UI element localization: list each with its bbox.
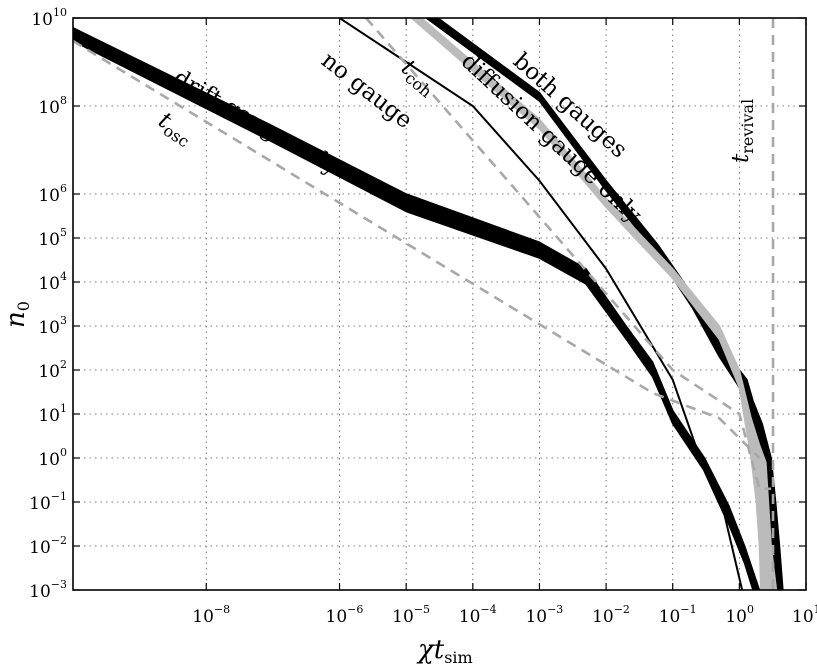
y-tick-label: 100 — [38, 446, 67, 470]
x-tick-label: 10−8 — [192, 603, 230, 627]
annotation-t-revival: trevival — [728, 99, 757, 163]
y-tick-label-base: 10 — [29, 538, 51, 558]
ticks — [73, 17, 807, 591]
x-tick-label: 10−5 — [392, 603, 430, 627]
x-tick-label-base: 10 — [525, 607, 547, 627]
y-tick-label-exp: 2 — [60, 358, 67, 371]
y-tick-label: 102 — [38, 358, 67, 382]
y-tick-label-exp: −1 — [51, 490, 67, 503]
y-tick-label-exp: 0 — [60, 446, 67, 459]
y-tick-label-base: 10 — [38, 318, 60, 338]
x-tick-label: 10−6 — [326, 603, 364, 627]
y-tick-label: 103 — [38, 314, 67, 338]
y-tick-label-base: 10 — [29, 494, 51, 514]
x-tick-label-base: 10 — [659, 607, 681, 627]
y-tick-label-exp: −2 — [51, 534, 67, 547]
y-tick-label-exp: 4 — [60, 270, 67, 283]
x-tick-label-base: 10 — [725, 607, 747, 627]
x-tick-label: 10−2 — [592, 603, 630, 627]
dashed-line-t-coh — [365, 18, 772, 491]
y-tick-label: 10−2 — [29, 534, 67, 558]
x-tick-label-exp: −5 — [414, 603, 430, 616]
bands — [73, 18, 784, 590]
y-tick-label-exp: 1 — [60, 402, 67, 415]
x-tick-label: 101 — [792, 603, 817, 627]
x-tick-label-base: 10 — [392, 607, 414, 627]
y-tick-label-exp: 3 — [60, 314, 67, 327]
x-tick-label-base: 10 — [592, 607, 614, 627]
y-tick-label: 10−1 — [29, 490, 67, 514]
y-tick-label: 101 — [38, 402, 67, 426]
y-tick-label-base: 10 — [38, 186, 60, 206]
y-tick-label-exp: 6 — [60, 182, 67, 195]
line-no-gauge — [338, 18, 744, 590]
y-tick-label: 10−3 — [29, 578, 67, 602]
y-tick-label-base: 10 — [38, 230, 60, 250]
band-drift-gauge-only — [73, 27, 761, 590]
x-tick-label-exp: 1 — [814, 603, 817, 616]
y-tick-label-base: 10 — [31, 10, 53, 30]
y-tick-label-exp: 8 — [60, 94, 67, 107]
y-tick-label-base: 10 — [38, 362, 60, 382]
y-tick-label: 106 — [38, 182, 67, 206]
x-tick-label-base: 10 — [792, 607, 814, 627]
y-tick-label-exp: 10 — [53, 6, 67, 19]
y-tick-label: 104 — [38, 270, 67, 294]
x-tick-label-exp: −8 — [214, 603, 230, 616]
x-tick-label: 10−3 — [525, 603, 563, 627]
x-tick-label-exp: −1 — [680, 603, 696, 616]
x-tick-label-exp: −6 — [347, 603, 363, 616]
x-tick-label-base: 10 — [192, 607, 214, 627]
x-tick-label-exp: −4 — [480, 603, 496, 616]
y-tick-label: 1010 — [31, 6, 67, 30]
x-tick-label: 10−4 — [459, 603, 497, 627]
x-tick-label-exp: 0 — [747, 603, 754, 616]
y-tick-label-base: 10 — [38, 274, 60, 294]
y-tick-label-base: 10 — [29, 582, 51, 602]
y-tick-label-exp: 5 — [60, 226, 67, 239]
lines — [73, 18, 775, 590]
y-tick-label-base: 10 — [38, 406, 60, 426]
band-diffusion-gauge-only — [410, 18, 778, 590]
x-tick-label-exp: −2 — [614, 603, 630, 616]
y-tick-label-base: 10 — [38, 450, 60, 470]
x-tick-label-exp: −3 — [547, 603, 563, 616]
y-axis-label: n0 — [1, 301, 33, 328]
y-tick-label-exp: −3 — [51, 578, 67, 591]
tick-labels: 10−810−610−510−410−310−210−1100101101010… — [29, 6, 817, 627]
x-tick-label-base: 10 — [459, 607, 481, 627]
x-axis-label: χtsim — [416, 635, 473, 667]
plot-frame — [72, 17, 807, 591]
x-tick-label: 100 — [725, 603, 754, 627]
x-tick-label-base: 10 — [326, 607, 348, 627]
y-tick-label-base: 10 — [38, 98, 60, 118]
x-tick-label: 10−1 — [659, 603, 697, 627]
y-tick-label: 105 — [38, 226, 67, 250]
y-tick-label: 108 — [38, 94, 67, 118]
